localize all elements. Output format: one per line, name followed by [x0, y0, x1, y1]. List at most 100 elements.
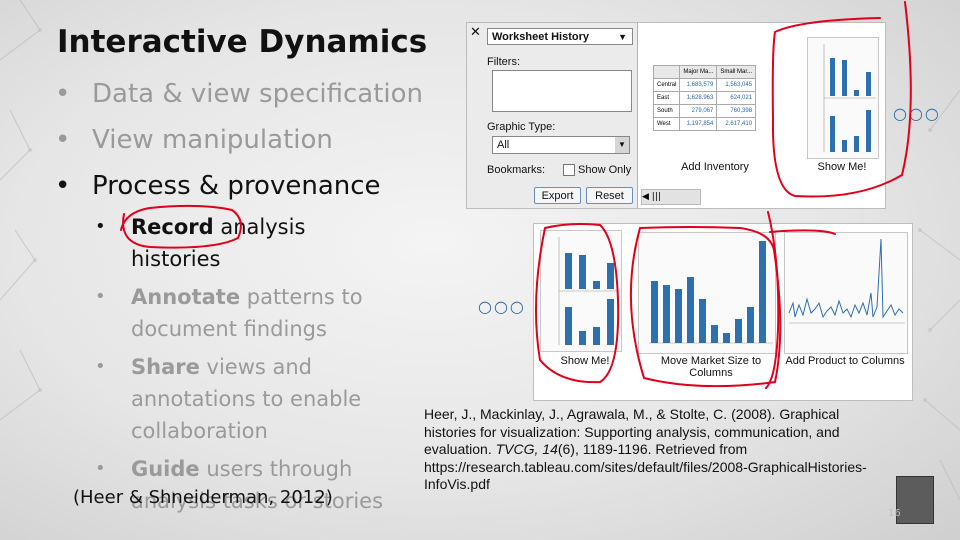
sub-bullet-annotate: Annotate patterns to document findings — [95, 281, 395, 345]
sub-bullet-record: Record analysis histories — [95, 211, 395, 275]
reference-text: Heer, J., Mackinlay, J., Agrawala, M., &… — [424, 406, 894, 494]
table-cell: East — [652, 91, 681, 105]
bar — [593, 281, 600, 289]
inventory-table: Major Ma... Small Mar... Central 1,683,5… — [652, 65, 757, 131]
sub-bullet-record-keyword: Record — [131, 215, 214, 239]
bar — [565, 253, 572, 289]
sub-bullet-guide-keyword: Guide — [131, 457, 200, 481]
move-market-circle-annotation — [629, 226, 782, 388]
sub-bullet-share-text: views and annotations to enable collabor… — [131, 355, 362, 443]
reference-details: (6), 1189-1196. Retrieved from https://r… — [424, 441, 867, 492]
underline-annotation — [769, 229, 836, 235]
add-inventory-label: Add Inventory — [681, 161, 749, 173]
show-me-label-top: Show Me! — [817, 161, 867, 173]
bar — [699, 299, 706, 343]
worksheet-history-panel: ✕ Worksheet History ▼ Filters: Graphic T… — [467, 23, 638, 208]
show-only-checkbox[interactable] — [563, 164, 575, 176]
show-me-thumbnail-bottom[interactable] — [540, 230, 622, 352]
move-market-thumbnail[interactable] — [638, 232, 776, 354]
move-market-chart-thumbnail — [649, 241, 773, 344]
bar — [651, 281, 658, 343]
add-product-stroke-annotation — [765, 211, 780, 389]
bullet-process-provenance: Process & provenance — [55, 166, 423, 212]
bar — [723, 333, 730, 343]
export-button[interactable]: Export — [534, 187, 581, 204]
bar — [854, 90, 859, 96]
slide-title: Interactive Dynamics — [57, 24, 428, 60]
history-scrollbar[interactable]: ◀ ||| — [641, 189, 701, 205]
bar — [663, 285, 670, 343]
reference-authors: Heer, J., Mackinlay, J., Agrawala, M., &… — [424, 406, 840, 457]
bullet-view-manipulation: View manipulation — [55, 120, 423, 166]
table-cell: 1,197,854 — [679, 117, 718, 131]
chevron-down-icon: ▼ — [615, 137, 629, 153]
add-product-chart-thumbnail — [788, 238, 905, 324]
bar — [675, 289, 682, 343]
scroll-left-icon[interactable]: ◀ — [642, 192, 649, 202]
scroll-thumb[interactable]: ||| — [651, 192, 661, 202]
bullet-data-view-spec: Data & view specification — [55, 74, 423, 120]
history-screenshot-top: ✕ Worksheet History ▼ Filters: Graphic T… — [466, 22, 886, 209]
bar — [830, 58, 835, 96]
close-icon[interactable]: ✕ — [470, 24, 481, 39]
sub-bullet-annotate-text: patterns to document findings — [131, 285, 363, 341]
slide-number: 16 — [888, 508, 901, 519]
bar — [854, 136, 859, 152]
table-cell: 2,617,410 — [716, 117, 757, 131]
reset-button[interactable]: Reset — [586, 187, 633, 204]
history-screenshot-bottom: Show Me! Move Market Size to Columns — [533, 223, 913, 401]
main-bullet-list: Data & view specification View manipulat… — [55, 74, 423, 212]
add-product-thumbnail[interactable] — [784, 232, 908, 354]
bar — [607, 263, 614, 289]
sub-bullet-share: Share views and annotations to enable co… — [95, 351, 395, 447]
record-circle-annotation — [120, 204, 242, 249]
bar — [866, 72, 871, 96]
move-market-label: Move Market Size to Columns — [660, 355, 762, 379]
show-me-chart-thumbnail — [823, 44, 876, 152]
top-show-me-circle-annotation — [771, 1, 912, 198]
bar — [593, 327, 600, 345]
sub-bullet-record-text: analysis histories — [131, 215, 306, 271]
table-cell: Central — [652, 78, 681, 92]
filters-box[interactable] — [492, 70, 632, 112]
graphic-type-select[interactable]: All ▼ — [492, 136, 630, 154]
bar — [711, 325, 718, 343]
table-row: Central 1,683,579 1,563,045 — [652, 78, 757, 92]
bar — [579, 255, 586, 289]
worksheet-history-dropdown[interactable]: Worksheet History ▼ — [487, 28, 633, 45]
show-only-label: Show Only — [578, 164, 632, 176]
bar — [747, 307, 754, 343]
bar — [866, 110, 871, 152]
sub-bullet-share-keyword: Share — [131, 355, 200, 379]
reference-journal: TVCG, 14 — [495, 441, 558, 457]
product-bars-line — [788, 238, 904, 319]
sub-bullet-guide: Guide users through analysis tasks or st… — [95, 453, 395, 517]
bar — [759, 241, 766, 343]
bar — [842, 60, 847, 96]
add-product-label: Add Product to Columns — [785, 355, 905, 367]
bottom-show-me-circle-annotation — [535, 223, 620, 384]
table-row: West 1,197,854 2,617,410 — [652, 117, 757, 131]
bookmarks-label: Bookmarks: — [487, 164, 546, 176]
table-row: South 279,067 760,398 — [652, 104, 757, 118]
graphic-type-label: Graphic Type: — [487, 121, 556, 133]
bar — [687, 277, 694, 343]
worksheet-history-label: Worksheet History — [492, 31, 589, 43]
sub-bullet-list: Record analysis histories Annotate patte… — [95, 211, 395, 523]
bar — [579, 331, 586, 345]
table-cell: West — [652, 117, 681, 131]
show-me-label-bottom: Show Me! — [560, 355, 610, 367]
table-row: East 1,628,963 624,021 — [652, 91, 757, 105]
university-logo — [896, 476, 934, 524]
bar — [842, 140, 847, 152]
bar — [735, 319, 742, 343]
show-me-thumbnail[interactable] — [807, 37, 879, 159]
show-me-chart-thumbnail-bottom — [558, 237, 619, 345]
bar — [565, 307, 572, 345]
ellipsis-right: ○○○ — [893, 104, 941, 123]
sub-bullet-guide-text: users through analysis tasks or stories — [131, 457, 384, 513]
filters-label: Filters: — [487, 56, 520, 68]
